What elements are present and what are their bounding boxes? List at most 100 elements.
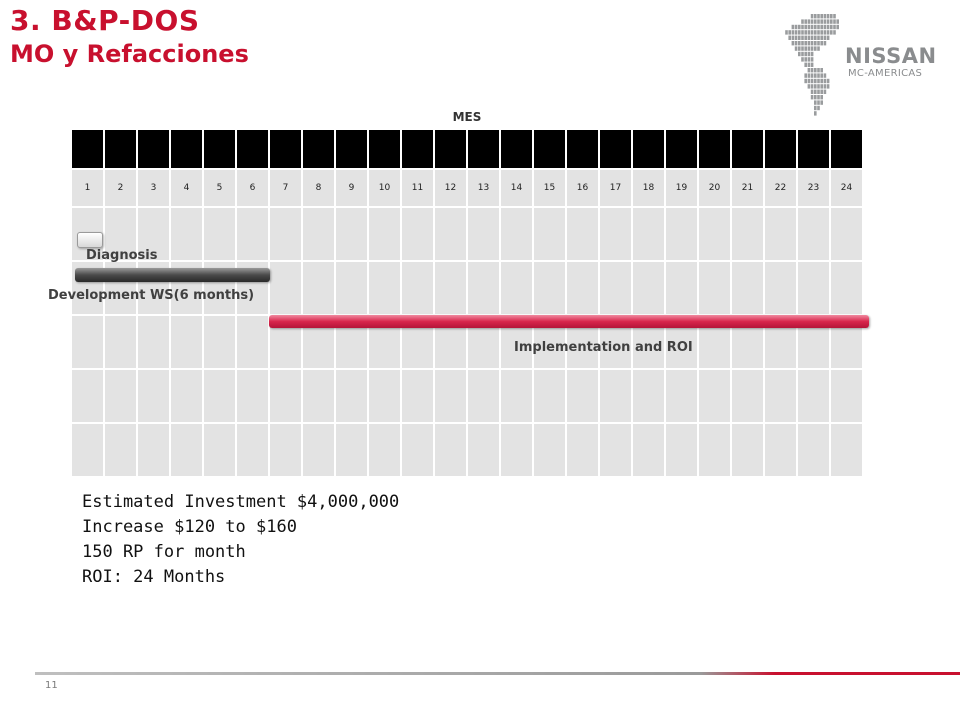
gantt-cell [468,424,499,476]
gantt-header-cell [765,130,796,168]
month-number-cell: 9 [336,170,367,206]
gantt-cell [567,262,598,314]
gantt-header-cell [831,130,862,168]
month-number-cell: 14 [501,170,532,206]
gantt-cell [633,262,664,314]
gantt-header-cell [72,130,103,168]
gantt-cell [204,316,235,368]
gantt-cell [600,208,631,260]
gantt-cell [666,262,697,314]
month-number-cell: 15 [534,170,565,206]
gantt-header-cell [798,130,829,168]
gantt-cell [534,208,565,260]
month-number-cell: 24 [831,170,862,206]
gantt-cell [732,370,763,422]
gantt-header-cell [336,130,367,168]
gantt-cell [336,370,367,422]
gantt-cell [699,424,730,476]
summary-block: Estimated Investment $4,000,000 Increase… [82,490,399,590]
gantt-cell [765,208,796,260]
gantt-cell [831,262,862,314]
gantt-cell [468,370,499,422]
gantt-cell [633,208,664,260]
gantt-header-cell [237,130,268,168]
slide-subtitle: MO y Refacciones [10,40,249,68]
gantt-cell [303,262,334,314]
gantt-cell [237,316,268,368]
gantt-cell [567,370,598,422]
gantt-cell [501,262,532,314]
gantt-cell [171,370,202,422]
americas-map-icon [785,14,839,116]
gantt-cell [435,424,466,476]
gantt-cell [567,208,598,260]
gantt-cell [105,208,136,260]
month-number-cell: 21 [732,170,763,206]
month-number-cell: 12 [435,170,466,206]
gantt-cell [666,208,697,260]
month-number-cell: 2 [105,170,136,206]
brand-logo-text: NISSAN [845,44,937,68]
gantt-cell [600,262,631,314]
gantt-cell [237,424,268,476]
gantt-cell [138,370,169,422]
gantt-cell [501,208,532,260]
gantt-axis-label: MES [452,110,482,124]
gantt-cell [798,424,829,476]
month-number-cell: 7 [270,170,301,206]
gantt-cell [534,424,565,476]
summary-investment: Estimated Investment $4,000,000 [82,492,400,512]
gantt-cell [600,424,631,476]
gantt-cell [72,370,103,422]
gantt-cell [270,262,301,314]
gantt-header-cell [666,130,697,168]
gantt-cell [765,262,796,314]
month-number-cell: 1 [72,170,103,206]
gantt-cell [699,208,730,260]
month-number-cell: 22 [765,170,796,206]
gantt-cell [336,424,367,476]
gantt-cell [204,208,235,260]
gantt-cell [138,316,169,368]
month-number-cell: 20 [699,170,730,206]
gantt-cell [138,208,169,260]
footer-divider [35,672,960,675]
gantt-cell [105,424,136,476]
gantt-cell [369,208,400,260]
diagnosis-bar [77,232,103,248]
summary-roi: ROI: 24 Months [82,567,226,587]
implementation-bar [269,315,869,328]
gantt-cell [435,262,466,314]
gantt-cell [369,424,400,476]
gantt-cell [204,370,235,422]
gantt-cell [336,262,367,314]
gantt-header-cell [567,130,598,168]
month-number-cell: 23 [798,170,829,206]
slide-title: 3. B&P-DOS [10,4,200,37]
month-number-cell: 11 [402,170,433,206]
gantt-cell [534,370,565,422]
month-number-cell: 19 [666,170,697,206]
gantt-cell [666,370,697,422]
gantt-cell [402,424,433,476]
page-number: 11 [45,680,58,691]
gantt-cell [831,370,862,422]
gantt-cell [633,424,664,476]
month-number-cell: 10 [369,170,400,206]
gantt-cell [732,262,763,314]
gantt-header-cell [468,130,499,168]
gantt-cell [567,424,598,476]
gantt-header-cell [138,130,169,168]
month-number-cell: 8 [303,170,334,206]
gantt-header-cell [204,130,235,168]
gantt-cell [831,208,862,260]
month-number-cell: 18 [633,170,664,206]
gantt-cell [402,262,433,314]
gantt-cell [732,208,763,260]
gantt-cell [72,424,103,476]
gantt-cell [699,262,730,314]
gantt-cell [171,316,202,368]
gantt-cell [468,208,499,260]
month-number-cell: 17 [600,170,631,206]
gantt-cell [105,316,136,368]
